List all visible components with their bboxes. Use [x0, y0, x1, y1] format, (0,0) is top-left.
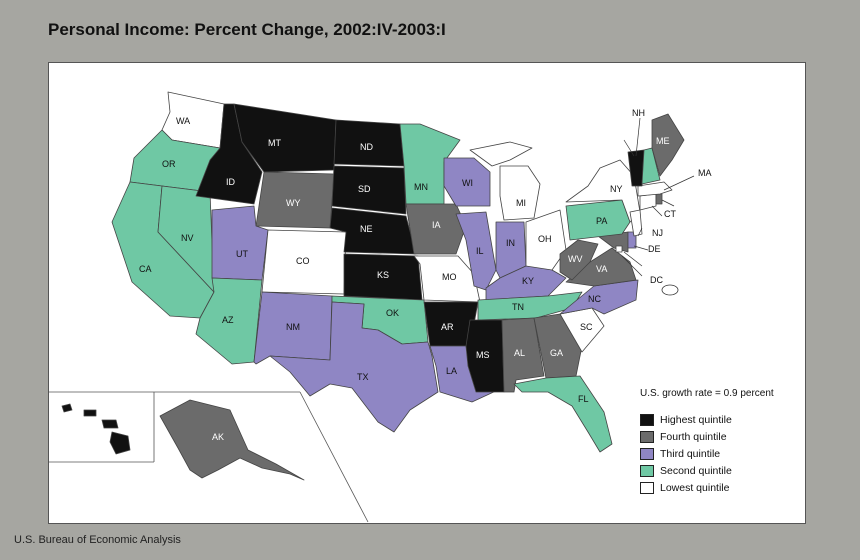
legend-item-fourth: Fourth quintile — [640, 428, 732, 445]
label-KY: KY — [522, 276, 534, 286]
label-HI: HI — [72, 430, 81, 440]
state-MA[interactable] — [637, 181, 673, 197]
state-MI[interactable] — [469, 141, 541, 221]
label-NM: NM — [286, 322, 300, 332]
legend-label: Lowest quintile — [660, 481, 730, 494]
state-RI[interactable] — [655, 193, 663, 205]
legend-label: Highest quintile — [660, 413, 732, 426]
label-IA: IA — [432, 220, 441, 230]
label-FL: FL — [578, 394, 589, 404]
legend-item-highest: Highest quintile — [640, 411, 732, 428]
label-AR: AR — [441, 322, 454, 332]
label-PA: PA — [596, 216, 607, 226]
label-DC: DC — [650, 275, 663, 285]
legend-swatch — [640, 464, 654, 477]
state-AK[interactable] — [159, 399, 305, 481]
label-MS: MS — [476, 350, 490, 360]
label-WI: WI — [462, 178, 473, 188]
label-WV: WV — [568, 254, 583, 264]
state-OH[interactable] — [525, 209, 567, 271]
state-AZ[interactable] — [195, 277, 263, 365]
legend-item-lowest: Lowest quintile — [640, 479, 732, 496]
state-VT[interactable] — [627, 149, 645, 187]
state-TX[interactable] — [269, 301, 439, 433]
label-DE: DE — [648, 244, 661, 254]
us-growth-note: U.S. growth rate = 0.9 percent — [640, 388, 774, 399]
label-TX: TX — [357, 372, 369, 382]
state-NE[interactable] — [329, 207, 417, 255]
label-NY: NY — [610, 184, 623, 194]
label-KS: KS — [377, 270, 389, 280]
label-OH: OH — [538, 234, 552, 244]
label-SC: SC — [580, 322, 593, 332]
legend-item-third: Third quintile — [640, 445, 732, 462]
legend-swatch — [640, 481, 654, 494]
map-title: Personal Income: Percent Change, 2002:IV… — [48, 20, 446, 39]
label-ND: ND — [360, 142, 373, 152]
legend-swatch — [640, 413, 654, 426]
dc-marker-circle — [661, 284, 679, 296]
label-NE: NE — [360, 224, 373, 234]
label-AK: AK — [212, 432, 224, 442]
label-NV: NV — [181, 233, 194, 243]
label-VA: VA — [596, 264, 607, 274]
label-MO: MO — [442, 272, 457, 282]
label-WA: WA — [176, 116, 190, 126]
label-VT: VT — [609, 132, 621, 142]
label-CT: CT — [664, 209, 676, 219]
state-NJ[interactable] — [629, 209, 643, 237]
legend: Highest quintile Fourth quintile Third q… — [640, 411, 732, 496]
label-CA: CA — [139, 264, 152, 274]
label-UT: UT — [236, 249, 248, 259]
inset-divider-alaska-diag — [299, 391, 369, 523]
state-FL[interactable] — [513, 375, 613, 453]
label-NH: NH — [632, 108, 645, 118]
state-SD[interactable] — [331, 165, 407, 215]
state-NH[interactable] — [641, 147, 661, 185]
state-WV[interactable] — [559, 239, 599, 281]
state-DC[interactable] — [615, 245, 623, 253]
label-CO: CO — [296, 256, 310, 266]
label-IN: IN — [506, 238, 515, 248]
state-WI[interactable] — [443, 157, 491, 207]
label-NJ: NJ — [652, 228, 663, 238]
label-OR: OR — [162, 159, 176, 169]
label-MN: MN — [414, 182, 428, 192]
legend-swatch — [640, 447, 654, 460]
label-MT: MT — [268, 138, 281, 148]
state-labels: WA OR CA NV ID MT WY UT AZ CO NM ND SD N… — [72, 108, 712, 442]
state-IA[interactable] — [405, 203, 467, 255]
label-IL: IL — [476, 246, 484, 256]
state-ME[interactable] — [651, 113, 685, 177]
label-WY: WY — [286, 198, 301, 208]
legend-label: Fourth quintile — [660, 430, 727, 443]
state-PA[interactable] — [565, 199, 631, 241]
legend-swatch — [640, 430, 654, 443]
label-GA: GA — [550, 348, 563, 358]
source-credit: U.S. Bureau of Economic Analysis — [14, 534, 181, 546]
label-ME: ME — [656, 136, 670, 146]
state-MT[interactable] — [233, 103, 337, 173]
label-MA: MA — [698, 168, 712, 178]
label-AL: AL — [514, 348, 525, 358]
label-SD: SD — [358, 184, 371, 194]
label-LA: LA — [446, 366, 457, 376]
label-ID: ID — [226, 177, 236, 187]
label-OK: OK — [386, 308, 399, 318]
label-RI: RI — [680, 201, 689, 211]
legend-label: Third quintile — [660, 447, 721, 460]
label-MI: MI — [516, 198, 526, 208]
label-MD: MD — [644, 260, 658, 270]
legend-label: Second quintile — [660, 464, 732, 477]
label-leaders — [621, 117, 695, 277]
label-AZ: AZ — [222, 315, 234, 325]
label-NC: NC — [588, 294, 601, 304]
legend-item-second: Second quintile — [640, 462, 732, 479]
label-TN: TN — [512, 302, 524, 312]
state-HI[interactable] — [61, 403, 131, 455]
